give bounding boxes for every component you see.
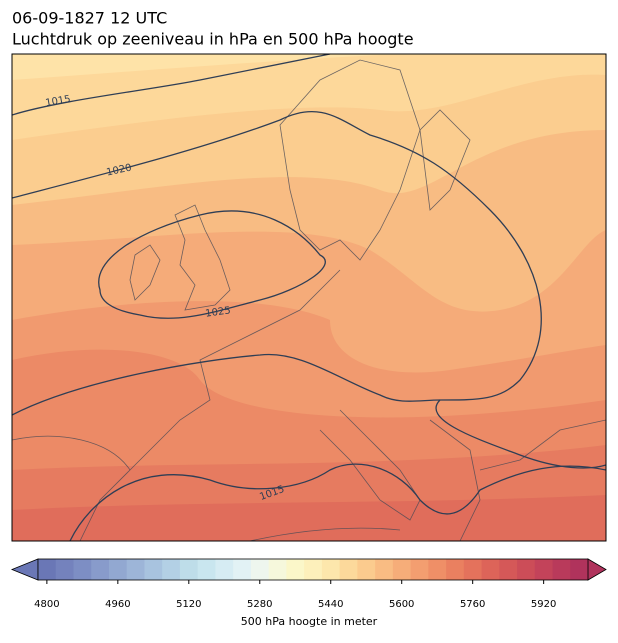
colorbar-segment bbox=[357, 559, 376, 580]
colorbar-segment bbox=[126, 559, 145, 580]
colorbar-segment bbox=[410, 559, 429, 580]
colorbar-segment bbox=[179, 559, 199, 580]
colorbar-tick-label: 4960 bbox=[105, 599, 130, 610]
colorbar-segment bbox=[55, 559, 74, 580]
colorbar-segment bbox=[570, 559, 589, 580]
colorbar-segment bbox=[499, 559, 518, 580]
contour-label: 1015 bbox=[45, 94, 72, 109]
colorbar-segment bbox=[91, 559, 110, 580]
colorbar-segment bbox=[108, 559, 128, 580]
colorbar-tick-label: 5120 bbox=[176, 599, 201, 610]
colorbar-segment bbox=[446, 559, 465, 580]
colorbar: 4800 4960 5120 5280 5440 5600 5760 5920 bbox=[10, 558, 607, 610]
colorbar-tick-label: 5280 bbox=[247, 599, 272, 610]
colorbar-segment bbox=[552, 559, 571, 580]
colorbar-tick-label: 4800 bbox=[34, 599, 59, 610]
colorbar-segment bbox=[250, 559, 270, 580]
title: 06-09-1827 12 UTC bbox=[12, 9, 167, 28]
colorbar-segment bbox=[517, 559, 536, 580]
colorbar-tick-label: 5440 bbox=[318, 599, 343, 610]
colorbar-segment bbox=[321, 559, 341, 580]
colorbar-segment bbox=[392, 559, 411, 580]
map-frame bbox=[11, 53, 607, 542]
colorbar-tick-label: 5920 bbox=[531, 599, 556, 610]
colorbar-frame bbox=[37, 558, 589, 581]
colorbar-extend-low bbox=[10, 558, 39, 581]
colorbar-segment bbox=[268, 559, 287, 580]
subtitle: Luchtdruk op zeeniveau in hPa en 500 hPa… bbox=[12, 30, 414, 49]
colorbar-segment bbox=[481, 559, 500, 580]
colorbar-segment bbox=[197, 559, 216, 580]
colorbar-segment bbox=[304, 559, 323, 580]
contour-label: 1020 bbox=[106, 162, 133, 178]
colorbar-segment bbox=[233, 559, 252, 580]
map: 1015 1020 1025 1015 bbox=[12, 54, 606, 541]
colorbar-segment bbox=[144, 559, 163, 580]
colorbar-tick-label: 5600 bbox=[389, 599, 414, 610]
colorbar-tick-label: 5760 bbox=[460, 599, 485, 610]
colorbar-segment bbox=[286, 559, 305, 580]
colorbar-extend-high bbox=[587, 558, 607, 581]
colorbar-segment bbox=[162, 559, 181, 580]
colorbar-segment bbox=[375, 559, 394, 580]
colorbar-segment bbox=[73, 559, 92, 580]
colorbar-segment bbox=[38, 559, 57, 580]
colorbar-segment bbox=[339, 559, 358, 580]
colorbar-segment bbox=[463, 559, 482, 580]
colorbar-segment bbox=[215, 559, 234, 580]
colorbar-segment bbox=[534, 559, 553, 580]
colorbar-label: 500 hPa hoogte in meter bbox=[241, 615, 378, 628]
contour-label: 1025 bbox=[205, 305, 232, 319]
colorbar-segment bbox=[428, 559, 447, 580]
